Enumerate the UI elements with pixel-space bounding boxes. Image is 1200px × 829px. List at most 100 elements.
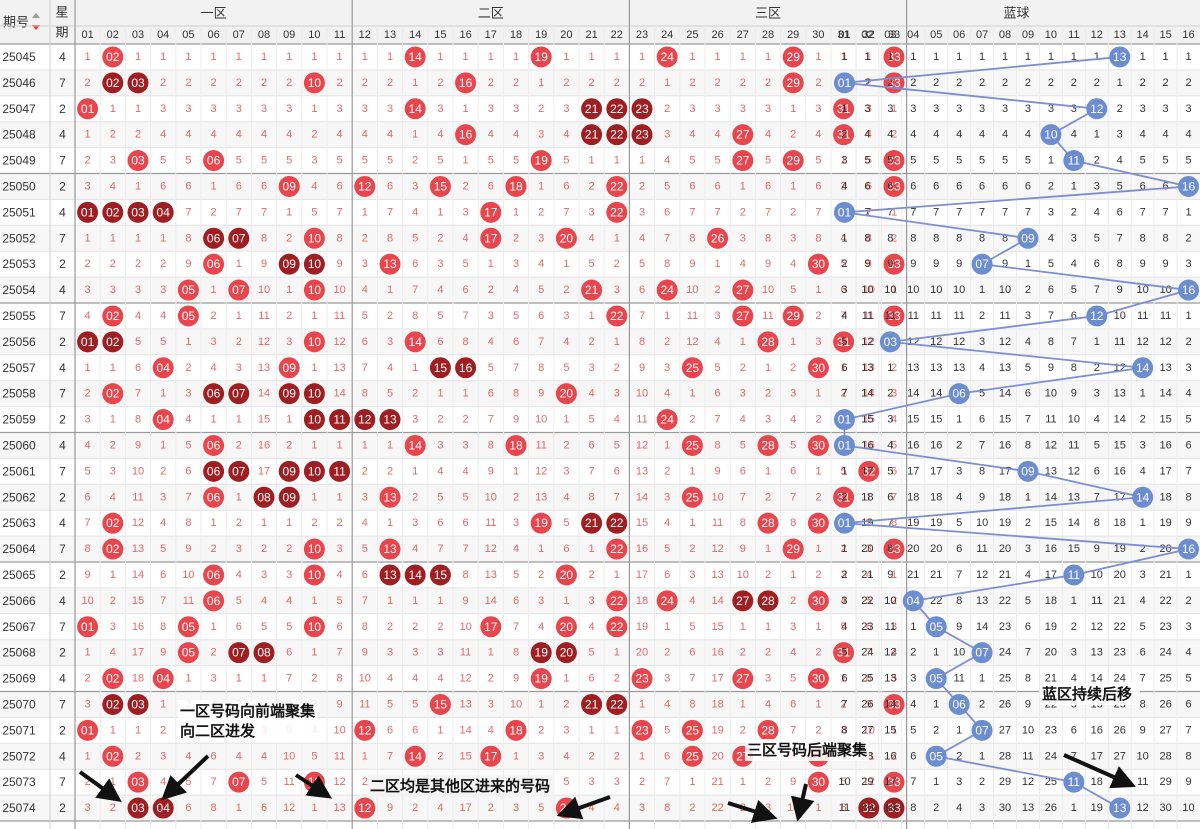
blue-miss-count: 16 — [1114, 465, 1126, 477]
issue-number: 25064 — [2, 542, 36, 556]
red-ball — [858, 797, 880, 819]
red-miss-count: 11 — [762, 310, 773, 322]
red-ball-number: 30 — [812, 257, 826, 271]
red-miss-count: 3 — [765, 103, 771, 115]
blue-column-header: 07 — [976, 29, 988, 41]
red-miss-count: 1 — [387, 439, 393, 451]
red-miss-count: 1 — [236, 414, 242, 426]
blue-miss-count: 9 — [1025, 698, 1031, 710]
red-ball — [606, 616, 628, 638]
blue-miss-count: 1 — [1071, 180, 1077, 192]
red-miss-count: 6 — [261, 802, 267, 814]
blue-miss-count: 10 — [1137, 750, 1149, 762]
red-miss-count: 1 — [740, 776, 746, 788]
red-ball-number: 06 — [207, 568, 221, 582]
red-miss-count: 11 — [132, 491, 143, 503]
blue-miss-count: 23 — [1159, 621, 1171, 633]
red-ball — [203, 590, 225, 612]
blue-miss-count: 11 — [999, 310, 1010, 322]
red-miss-count: 1 — [740, 180, 746, 192]
blue-ball-number: 11 — [1068, 775, 1081, 789]
red-ball — [354, 797, 376, 819]
red-miss-count: 6 — [513, 595, 519, 607]
red-miss-count: 3 — [740, 232, 746, 244]
blue-miss-count: 1 — [1071, 51, 1077, 63]
blue-miss-count: 9 — [933, 258, 939, 270]
red-miss-count: 8 — [412, 310, 418, 322]
blue-miss-count: 11 — [976, 543, 987, 555]
red-ball-number: 22 — [610, 128, 624, 142]
red-miss-count: 1 — [841, 362, 847, 374]
red-miss-count: 13 — [863, 362, 875, 374]
blue-miss-count: 4 — [979, 129, 985, 141]
red-miss-count: 5 — [437, 491, 443, 503]
blue-miss-count: 19 — [999, 517, 1011, 529]
issue-number: 25058 — [2, 387, 36, 401]
red-miss-count: 1 — [689, 465, 695, 477]
blue-miss-count: 23 — [1114, 647, 1126, 659]
red-miss-count: 2 — [639, 776, 645, 788]
red-column-header: 08 — [258, 29, 270, 41]
red-ball — [656, 279, 678, 301]
red-miss-count: 4 — [513, 129, 519, 141]
weekday-value: 7 — [59, 620, 66, 634]
red-miss-count: 2 — [614, 673, 620, 685]
red-miss-count: 8 — [85, 543, 91, 555]
red-miss-count: 5 — [261, 155, 267, 167]
red-miss-count: 14 — [132, 569, 144, 581]
weekday-value: 7 — [59, 231, 66, 245]
red-ball-number: 03 — [131, 154, 145, 168]
red-miss-count: 7 — [513, 362, 519, 374]
red-miss-count: 9 — [85, 569, 91, 581]
blue-ball — [1017, 460, 1039, 482]
blue-miss-count: 4 — [1094, 206, 1100, 218]
red-ball-number: 17 — [484, 620, 498, 634]
blue-miss-count: 16 — [907, 439, 919, 451]
red-ball — [303, 331, 325, 353]
blue-miss-count: 18 — [1091, 776, 1103, 788]
red-ball-number: 14 — [409, 335, 423, 349]
red-ball — [278, 253, 300, 275]
red-miss-count: 6 — [639, 284, 645, 296]
blue-miss-count: 2 — [841, 491, 847, 503]
blue-miss-count: 6 — [956, 180, 962, 192]
red-miss-count: 8 — [463, 569, 469, 581]
zone-header-3: 三区 — [755, 6, 781, 21]
red-miss-count: 1 — [185, 673, 191, 685]
red-miss-count: 6 — [841, 284, 847, 296]
red-miss-count: 1 — [437, 388, 443, 400]
red-ball-number: 28 — [761, 594, 775, 608]
red-miss-count: 1 — [815, 698, 821, 710]
red-miss-count: 4 — [740, 258, 746, 270]
red-miss-count: 2 — [286, 232, 292, 244]
red-miss-count: 4 — [614, 414, 620, 426]
red-miss-count: 1 — [790, 103, 796, 115]
red-miss-count: 1 — [715, 258, 721, 270]
red-miss-count: 6 — [185, 802, 191, 814]
red-ball-number: 12 — [358, 179, 372, 193]
red-ball — [102, 745, 124, 767]
red-ball-number: 33 — [887, 775, 901, 789]
blue-miss-count: 5 — [956, 155, 962, 167]
blue-miss-count: 2 — [864, 77, 870, 89]
blue-miss-count: 5 — [1048, 258, 1054, 270]
red-miss-count: 1 — [236, 51, 242, 63]
red-miss-count: 3 — [337, 103, 343, 115]
red-miss-count: 18 — [132, 673, 144, 685]
red-miss-count: 5 — [790, 673, 796, 685]
red-miss-count: 3 — [311, 155, 317, 167]
blue-miss-count: 7 — [887, 206, 893, 218]
red-ball-number: 30 — [812, 594, 826, 608]
red-ball — [681, 745, 703, 767]
blue-miss-count: 7 — [1163, 206, 1169, 218]
red-miss-count: 3 — [538, 129, 544, 141]
row-stripe — [0, 587, 1200, 614]
red-ball — [455, 124, 477, 146]
red-ball — [228, 383, 250, 405]
red-miss-count: 7 — [538, 336, 544, 348]
blue-ball-number: 11 — [1068, 568, 1081, 582]
red-miss-count: 1 — [412, 595, 418, 607]
red-ball-number: 02 — [106, 542, 120, 556]
blue-ball — [833, 434, 855, 456]
red-miss-count: 7 — [790, 724, 796, 736]
